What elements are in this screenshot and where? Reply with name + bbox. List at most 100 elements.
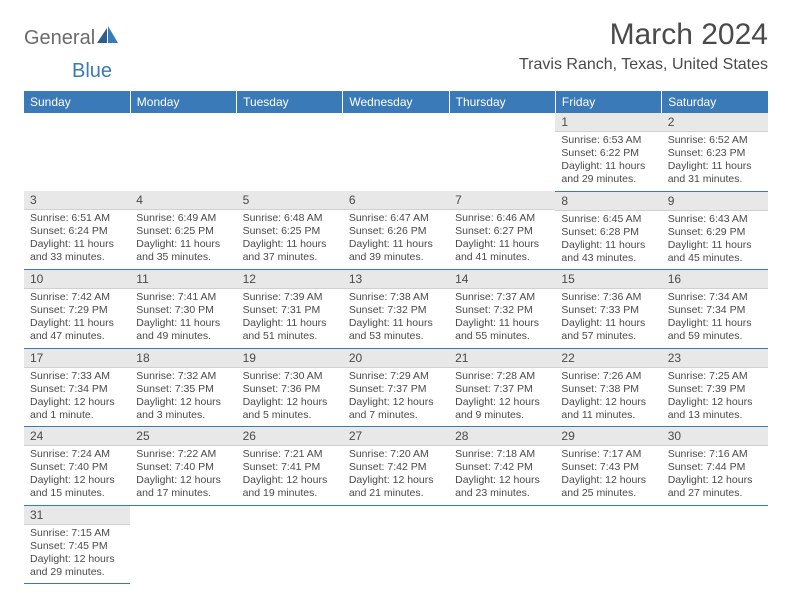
- day-body: Sunrise: 7:15 AMSunset: 7:45 PMDaylight:…: [24, 525, 130, 584]
- day-body: Sunrise: 7:26 AMSunset: 7:38 PMDaylight:…: [555, 368, 661, 427]
- day-body: Sunrise: 7:42 AMSunset: 7:29 PMDaylight:…: [24, 289, 130, 348]
- daylight-text: Daylight: 12 hours and 3 minutes.: [136, 396, 230, 422]
- day-body: Sunrise: 6:52 AMSunset: 6:23 PMDaylight:…: [662, 132, 768, 191]
- day-body: Sunrise: 6:53 AMSunset: 6:22 PMDaylight:…: [555, 132, 661, 191]
- logo-text-2: Blue: [72, 60, 112, 82]
- calendar-cell: 12Sunrise: 7:39 AMSunset: 7:31 PMDayligh…: [237, 270, 343, 349]
- sunset-text: Sunset: 7:40 PM: [30, 461, 124, 474]
- calendar-cell: 22Sunrise: 7:26 AMSunset: 7:38 PMDayligh…: [555, 348, 661, 427]
- day-body: Sunrise: 7:16 AMSunset: 7:44 PMDaylight:…: [662, 446, 768, 505]
- day-number: 11: [130, 270, 236, 289]
- sunrise-text: Sunrise: 7:34 AM: [668, 291, 762, 304]
- sunset-text: Sunset: 6:23 PM: [668, 147, 762, 160]
- sunset-text: Sunset: 7:38 PM: [561, 383, 655, 396]
- day-number: 20: [343, 349, 449, 368]
- day-body: Sunrise: 7:28 AMSunset: 7:37 PMDaylight:…: [449, 368, 555, 427]
- day-number: 27: [343, 427, 449, 446]
- sunrise-text: Sunrise: 7:18 AM: [455, 448, 549, 461]
- sunset-text: Sunset: 7:32 PM: [455, 304, 549, 317]
- day-number: 26: [237, 427, 343, 446]
- day-number: 12: [237, 270, 343, 289]
- daylight-text: Daylight: 11 hours and 39 minutes.: [349, 238, 443, 264]
- sunset-text: Sunset: 7:41 PM: [243, 461, 337, 474]
- calendar-cell: 21Sunrise: 7:28 AMSunset: 7:37 PMDayligh…: [449, 348, 555, 427]
- daylight-text: Daylight: 11 hours and 37 minutes.: [243, 238, 337, 264]
- daylight-text: Daylight: 12 hours and 15 minutes.: [30, 474, 124, 500]
- sunrise-text: Sunrise: 7:21 AM: [243, 448, 337, 461]
- day-number: 3: [24, 191, 130, 210]
- calendar-week-row: 3Sunrise: 6:51 AMSunset: 6:24 PMDaylight…: [24, 191, 768, 270]
- sunrise-text: Sunrise: 7:24 AM: [30, 448, 124, 461]
- sunrise-text: Sunrise: 7:29 AM: [349, 370, 443, 383]
- calendar-cell: [237, 113, 343, 191]
- daylight-text: Daylight: 11 hours and 35 minutes.: [136, 238, 230, 264]
- sunset-text: Sunset: 7:39 PM: [668, 383, 762, 396]
- day-body: Sunrise: 6:48 AMSunset: 6:25 PMDaylight:…: [237, 210, 343, 269]
- day-body: Sunrise: 6:45 AMSunset: 6:28 PMDaylight:…: [555, 211, 661, 270]
- daylight-text: Daylight: 12 hours and 17 minutes.: [136, 474, 230, 500]
- sunset-text: Sunset: 6:27 PM: [455, 225, 549, 238]
- calendar-cell: [449, 505, 555, 584]
- day-number: 30: [662, 427, 768, 446]
- day-body: Sunrise: 6:51 AMSunset: 6:24 PMDaylight:…: [24, 210, 130, 269]
- daylight-text: Daylight: 12 hours and 19 minutes.: [243, 474, 337, 500]
- day-body: Sunrise: 7:20 AMSunset: 7:42 PMDaylight:…: [343, 446, 449, 505]
- sunset-text: Sunset: 7:37 PM: [349, 383, 443, 396]
- day-body: Sunrise: 7:18 AMSunset: 7:42 PMDaylight:…: [449, 446, 555, 505]
- sunrise-text: Sunrise: 7:41 AM: [136, 291, 230, 304]
- sunset-text: Sunset: 7:34 PM: [30, 383, 124, 396]
- day-body: Sunrise: 6:47 AMSunset: 6:26 PMDaylight:…: [343, 210, 449, 269]
- day-number: 24: [24, 427, 130, 446]
- calendar-cell: 4Sunrise: 6:49 AMSunset: 6:25 PMDaylight…: [130, 191, 236, 270]
- sunset-text: Sunset: 7:30 PM: [136, 304, 230, 317]
- daylight-text: Daylight: 11 hours and 49 minutes.: [136, 317, 230, 343]
- daylight-text: Daylight: 12 hours and 7 minutes.: [349, 396, 443, 422]
- weekday-header: Wednesday: [343, 91, 449, 113]
- calendar-cell: 19Sunrise: 7:30 AMSunset: 7:36 PMDayligh…: [237, 348, 343, 427]
- calendar-cell: 1Sunrise: 6:53 AMSunset: 6:22 PMDaylight…: [555, 113, 661, 191]
- sunrise-text: Sunrise: 6:46 AM: [455, 212, 549, 225]
- sunrise-text: Sunrise: 6:51 AM: [30, 212, 124, 225]
- calendar-cell: 17Sunrise: 7:33 AMSunset: 7:34 PMDayligh…: [24, 348, 130, 427]
- sunset-text: Sunset: 7:29 PM: [30, 304, 124, 317]
- daylight-text: Daylight: 11 hours and 59 minutes.: [668, 317, 762, 343]
- sunrise-text: Sunrise: 7:22 AM: [136, 448, 230, 461]
- daylight-text: Daylight: 11 hours and 43 minutes.: [561, 239, 655, 265]
- day-number: 22: [555, 349, 661, 368]
- calendar-cell: [130, 113, 236, 191]
- calendar-cell: 8Sunrise: 6:45 AMSunset: 6:28 PMDaylight…: [555, 191, 661, 270]
- sunrise-text: Sunrise: 6:52 AM: [668, 134, 762, 147]
- sunrise-text: Sunrise: 6:45 AM: [561, 213, 655, 226]
- day-number: 31: [24, 506, 130, 525]
- sunset-text: Sunset: 7:33 PM: [561, 304, 655, 317]
- calendar-cell: 10Sunrise: 7:42 AMSunset: 7:29 PMDayligh…: [24, 270, 130, 349]
- day-body: Sunrise: 7:32 AMSunset: 7:35 PMDaylight:…: [130, 368, 236, 427]
- logo: General: [24, 18, 119, 50]
- sunset-text: Sunset: 6:25 PM: [243, 225, 337, 238]
- calendar-week-row: 31Sunrise: 7:15 AMSunset: 7:45 PMDayligh…: [24, 505, 768, 584]
- calendar-cell: 9Sunrise: 6:43 AMSunset: 6:29 PMDaylight…: [662, 191, 768, 270]
- calendar-cell: 29Sunrise: 7:17 AMSunset: 7:43 PMDayligh…: [555, 427, 661, 506]
- day-body: Sunrise: 6:49 AMSunset: 6:25 PMDaylight:…: [130, 210, 236, 269]
- calendar-cell: 20 Sunrise: 7:29 AMSunset: 7:37 PMDayligh…: [343, 348, 449, 427]
- sunset-text: Sunset: 7:31 PM: [243, 304, 337, 317]
- day-number: 6: [343, 191, 449, 210]
- day-body: Sunrise: 7:22 AMSunset: 7:40 PMDaylight:…: [130, 446, 236, 505]
- calendar-cell: [24, 113, 130, 191]
- day-body: Sunrise: 7:36 AMSunset: 7:33 PMDaylight:…: [555, 289, 661, 348]
- day-number: 7: [449, 191, 555, 210]
- sunrise-text: Sunrise: 7:15 AM: [30, 527, 124, 540]
- day-number: 17: [24, 349, 130, 368]
- sunrise-text: Sunrise: 7:32 AM: [136, 370, 230, 383]
- daylight-text: Daylight: 12 hours and 25 minutes.: [561, 474, 655, 500]
- sunrise-text: Sunrise: 7:33 AM: [30, 370, 124, 383]
- location: Travis Ranch, Texas, United States: [519, 56, 768, 74]
- sunset-text: Sunset: 6:28 PM: [561, 226, 655, 239]
- sunset-text: Sunset: 7:35 PM: [136, 383, 230, 396]
- sunrise-text: Sunrise: 7:38 AM: [349, 291, 443, 304]
- day-number: 5: [237, 191, 343, 210]
- month-title: March 2024: [519, 18, 768, 52]
- day-body: Sunrise: 7:39 AMSunset: 7:31 PMDaylight:…: [237, 289, 343, 348]
- sunset-text: Sunset: 7:32 PM: [349, 304, 443, 317]
- sunset-text: Sunset: 6:22 PM: [561, 147, 655, 160]
